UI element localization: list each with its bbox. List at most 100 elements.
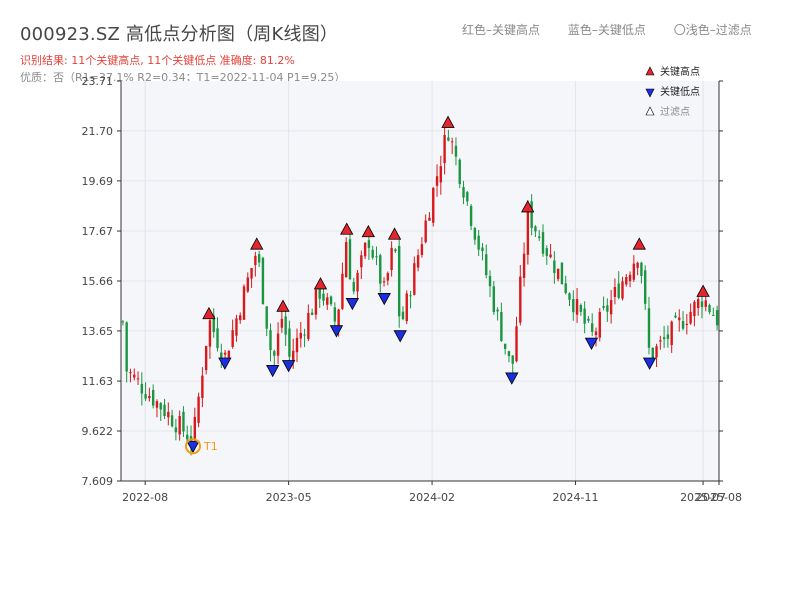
candle-body: [337, 309, 340, 328]
candle-body: [276, 333, 280, 356]
y-tick-label: 21.70: [82, 125, 114, 138]
key-high-marker: [340, 222, 354, 235]
candle-body: [643, 270, 647, 304]
candle-body: [666, 334, 670, 339]
candle-body: [640, 262, 643, 276]
candle-body: [318, 287, 321, 299]
x-tick-label: 2024-02: [409, 491, 455, 504]
candle-body: [250, 267, 253, 279]
candle-body: [235, 318, 238, 336]
candle-body: [125, 322, 128, 372]
y-tick-label: 11.63: [82, 375, 114, 388]
candle-body: [390, 247, 393, 271]
candle-body: [435, 176, 439, 186]
candle-body: [136, 378, 140, 380]
key-high-marker: [313, 277, 328, 290]
candle-body: [182, 411, 185, 432]
candle-body: [519, 276, 522, 323]
candle-body: [220, 352, 223, 360]
candle-body: [360, 255, 363, 268]
candle-body: [628, 274, 632, 282]
candle-body: [129, 372, 132, 374]
candle-body: [659, 340, 662, 342]
candle-body: [549, 254, 552, 258]
candle-body: [204, 345, 208, 370]
candle-body: [545, 248, 548, 256]
candle-body: [424, 220, 427, 243]
key-low-marker: [329, 325, 344, 338]
candle-body: [689, 311, 692, 324]
candle-body: [647, 308, 651, 348]
candle-body: [515, 326, 518, 362]
candle-body: [587, 318, 590, 321]
candle-body: [144, 394, 147, 399]
candle-body: [356, 272, 359, 292]
candle-body: [303, 334, 306, 336]
candle-body: [375, 256, 378, 258]
candle-body: [409, 295, 412, 297]
candle-body: [662, 337, 666, 340]
candle-body: [133, 374, 136, 378]
candle-body: [572, 299, 575, 313]
candle-body: [466, 192, 469, 202]
candle-body: [469, 205, 473, 226]
candle-body: [715, 310, 719, 326]
candle-body: [488, 275, 492, 287]
candle-body: [712, 314, 715, 316]
candle-body: [443, 135, 446, 164]
candle-body: [329, 296, 333, 305]
candle-body: [454, 145, 458, 157]
candle-body: [450, 141, 454, 143]
candle-body: [621, 281, 624, 299]
candle-body: [503, 343, 507, 349]
candle-body: [197, 396, 200, 423]
candle-body: [609, 300, 613, 315]
candle-body: [379, 255, 382, 284]
candle-body: [333, 307, 337, 322]
candle-body: [568, 293, 571, 300]
key-high-marker: [696, 284, 710, 297]
candle-body: [696, 299, 700, 309]
candle-body: [632, 263, 636, 280]
candle-body: [693, 301, 696, 317]
legend-low-text: 蓝色–关键低点: [567, 23, 646, 37]
legend-filtered-icon: [645, 106, 655, 116]
key-high-marker: [521, 200, 535, 213]
candle-body: [265, 306, 268, 329]
candle-body: [613, 287, 617, 297]
candle-body: [432, 187, 435, 223]
x-tick-label: 2022-08: [122, 491, 168, 504]
candle-body: [541, 232, 545, 254]
candle-body: [367, 240, 371, 248]
candle-body: [507, 351, 511, 357]
candle-body: [261, 257, 265, 304]
candle-body: [428, 217, 431, 221]
candle-body: [363, 242, 367, 257]
candle-body: [416, 255, 420, 268]
candle-body: [636, 262, 639, 268]
y-axis-ticks: 7.609 9.622 11.63 13.65 15.66 17.67 19.69 21.70…: [82, 75, 723, 488]
candle-body: [575, 299, 579, 315]
key-high-marker: [276, 299, 290, 312]
candle-body: [292, 350, 295, 363]
candle-body: [534, 226, 537, 232]
candle-body: [473, 228, 477, 240]
candle-body: [538, 236, 541, 238]
key-low-marker: [584, 337, 599, 350]
candle-body: [174, 427, 178, 433]
candle-body: [254, 255, 257, 266]
candle-body: [178, 415, 181, 435]
quality-summary: 优质：否（R1=37.1% R2=0.34；T1=2022-11-04 P1=9…: [20, 71, 346, 84]
y-tick-label: 23.71: [82, 75, 114, 88]
candle-body: [700, 301, 704, 308]
key-low-marker: [266, 365, 280, 378]
candle-body: [526, 204, 530, 255]
candle-body: [405, 293, 408, 322]
candle-body: [394, 249, 397, 252]
key-low-marker: [505, 372, 519, 385]
candle-body: [273, 351, 276, 356]
candle-body: [310, 312, 314, 315]
key-low-marker: [642, 357, 657, 370]
candle-body: [625, 276, 628, 285]
